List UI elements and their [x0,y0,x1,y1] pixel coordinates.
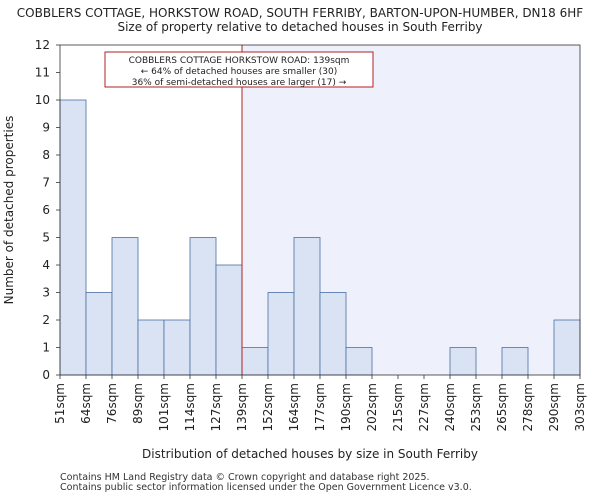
y-axis-label: Number of detached properties [2,116,16,305]
bar-89sqm [137,319,165,376]
x-tick-label-227sqm: 227sqm [417,383,431,431]
x-tick-label-64sqm: 64sqm [79,383,93,424]
y-tick-label-8: 8 [42,148,50,162]
x-tick-label-190sqm: 190sqm [339,383,353,431]
y-tick-label-1: 1 [42,341,50,355]
x-tick-label-290sqm: 290sqm [547,383,561,431]
chart-subtitle: Size of property relative to detached ho… [117,20,483,34]
annotation-line-1: COBBLERS COTTAGE HORKSTOW ROAD: 139sqm [129,56,350,66]
bar-240sqm [449,347,477,376]
x-tick-label-89sqm: 89sqm [131,383,145,424]
y-tick-label-10: 10 [35,93,50,107]
x-axis-label: Distribution of detached houses by size … [142,447,478,461]
y-tick-label-7: 7 [42,176,50,190]
footer-line-1: Contains HM Land Registry data © Crown c… [60,472,430,483]
x-tick-label-253sqm: 253sqm [469,383,483,431]
y-tick-label-0: 0 [42,368,50,382]
x-tick-label-202sqm: 202sqm [365,383,379,431]
y-tick-label-6: 6 [42,203,50,217]
footer: Contains HM Land Registry data © Crown c… [60,473,472,493]
y-tick-label-12: 12 [35,38,50,52]
x-tick-label-215sqm: 215sqm [391,383,405,431]
x-tick-label-303sqm: 303sqm [573,383,587,431]
x-tick-label-265sqm: 265sqm [495,383,509,431]
chart-title: COBBLERS COTTAGE, HORKSTOW ROAD, SOUTH F… [16,6,584,20]
y-tick-label-9: 9 [42,121,50,135]
x-tick-label-164sqm: 164sqm [287,383,301,431]
y-tick-label-5: 5 [42,231,50,245]
annotation-line-3: 36% of semi-detached houses are larger (… [132,78,347,88]
x-tick-label-114sqm: 114sqm [183,383,197,431]
x-tick-label-51sqm: 51sqm [53,383,67,424]
x-tick-label-139sqm: 139sqm [235,383,249,431]
bar-139sqm [241,347,269,376]
y-tick-label-4: 4 [42,258,50,272]
footer-line-2: Contains public sector information licen… [60,482,472,493]
bar-64sqm [85,292,113,376]
annotation-line-2: ← 64% of detached houses are smaller (30… [141,67,338,77]
bar-101sqm [163,319,191,376]
x-tick-label-101sqm: 101sqm [157,383,171,431]
y-tick-label-11: 11 [35,66,50,80]
bars-group [59,99,581,376]
x-tick-label-76sqm: 76sqm [105,383,119,424]
x-tick-label-152sqm: 152sqm [261,383,275,431]
bar-265sqm [501,347,529,376]
bar-177sqm [319,292,347,376]
bar-127sqm [215,264,243,376]
y-tick-label-3: 3 [42,286,50,300]
annotation-box: COBBLERS COTTAGE HORKSTOW ROAD: 139sqm ←… [104,51,374,88]
x-tick-label-177sqm: 177sqm [313,383,327,431]
bar-114sqm [189,237,217,376]
bar-51sqm [59,99,87,376]
bar-76sqm [111,237,139,376]
x-axis: 51sqm 64sqm 76sqm 89sqm 101sqm 114sqm 127sqm 13… [53,375,587,431]
bar-152sqm [267,292,295,376]
y-tick-label-2: 2 [42,313,50,327]
bar-164sqm [293,237,321,376]
bar-190sqm [345,347,373,376]
bar-290sqm [553,319,581,376]
x-tick-label-127sqm: 127sqm [209,383,223,431]
x-tick-label-240sqm: 240sqm [443,383,457,431]
annotation-border [104,51,374,88]
x-tick-label-278sqm: 278sqm [521,383,535,431]
